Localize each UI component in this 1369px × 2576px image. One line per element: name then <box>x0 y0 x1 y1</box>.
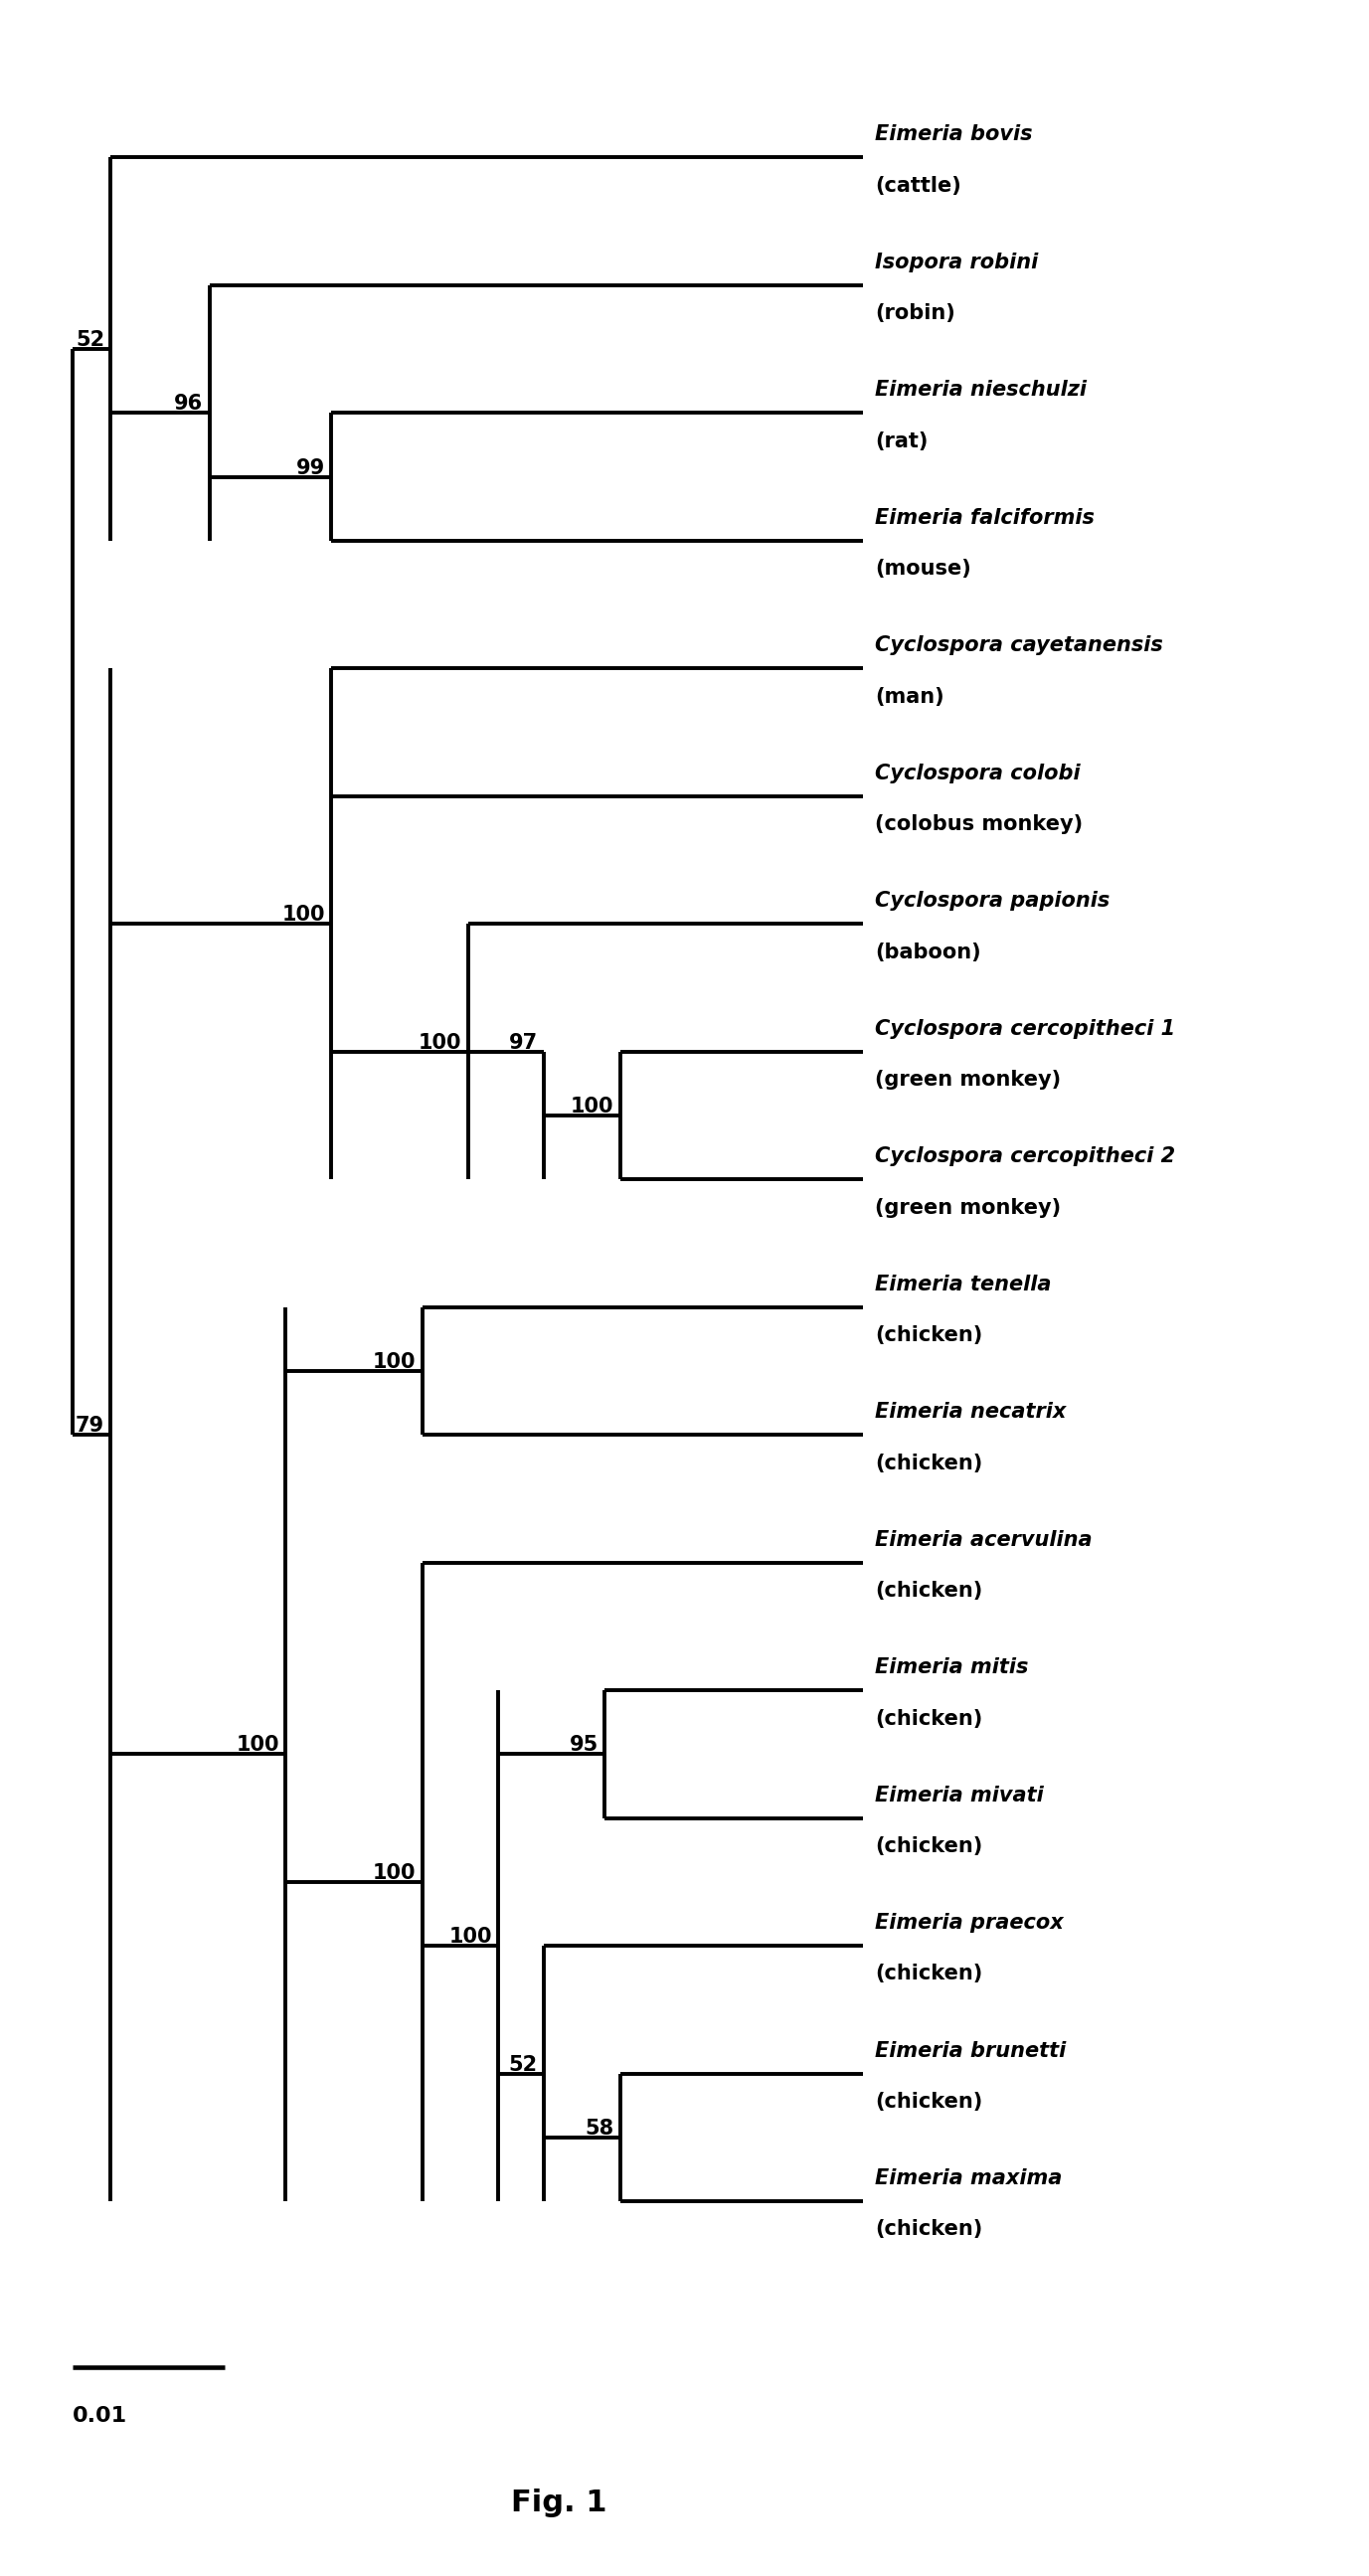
Text: Cyclospora cercopitheci 1: Cyclospora cercopitheci 1 <box>875 1018 1176 1038</box>
Text: Isopora robini: Isopora robini <box>875 252 1039 273</box>
Text: Eimeria brunetti: Eimeria brunetti <box>875 2040 1066 2061</box>
Text: 96: 96 <box>174 394 204 415</box>
Text: Eimeria falciformis: Eimeria falciformis <box>875 507 1095 528</box>
Text: 99: 99 <box>296 459 324 477</box>
Text: (chicken): (chicken) <box>875 1453 983 1473</box>
Text: Eimeria necatrix: Eimeria necatrix <box>875 1401 1066 1422</box>
Text: (cattle): (cattle) <box>875 175 961 196</box>
Text: Cyclospora papionis: Cyclospora papionis <box>875 891 1110 912</box>
Text: 58: 58 <box>585 2117 613 2138</box>
Text: 100: 100 <box>372 1352 416 1373</box>
Text: 100: 100 <box>419 1033 461 1054</box>
Text: 100: 100 <box>235 1736 279 1754</box>
Text: 100: 100 <box>282 904 324 925</box>
Text: 0.01: 0.01 <box>73 2406 127 2427</box>
Text: 100: 100 <box>372 1862 416 1883</box>
Text: (chicken): (chicken) <box>875 2221 983 2239</box>
Text: Eimeria mivati: Eimeria mivati <box>875 1785 1045 1806</box>
Text: 95: 95 <box>570 1736 598 1754</box>
Text: 97: 97 <box>509 1033 538 1054</box>
Text: (chicken): (chicken) <box>875 1582 983 1600</box>
Text: 100: 100 <box>449 1927 493 1947</box>
Text: (man): (man) <box>875 688 945 706</box>
Text: 52: 52 <box>509 2056 538 2074</box>
Text: (green monkey): (green monkey) <box>875 1069 1061 1090</box>
Text: (chicken): (chicken) <box>875 1708 983 1728</box>
Text: (chicken): (chicken) <box>875 1837 983 1857</box>
Text: 52: 52 <box>75 330 104 350</box>
Text: Fig. 1: Fig. 1 <box>511 2488 606 2517</box>
Text: (mouse): (mouse) <box>875 559 972 580</box>
Text: Eimeria bovis: Eimeria bovis <box>875 124 1032 144</box>
Text: (chicken): (chicken) <box>875 1324 983 1345</box>
Text: (chicken): (chicken) <box>875 2092 983 2112</box>
Text: (green monkey): (green monkey) <box>875 1198 1061 1218</box>
Text: Eimeria praecox: Eimeria praecox <box>875 1914 1064 1932</box>
Text: (baboon): (baboon) <box>875 943 982 961</box>
Text: Eimeria maxima: Eimeria maxima <box>875 2169 1062 2190</box>
Text: Cyclospora colobi: Cyclospora colobi <box>875 762 1080 783</box>
Text: 100: 100 <box>571 1097 613 1115</box>
Text: (robin): (robin) <box>875 304 956 322</box>
Text: 79: 79 <box>75 1417 104 1435</box>
Text: Eimeria tenella: Eimeria tenella <box>875 1275 1051 1293</box>
Text: (colobus monkey): (colobus monkey) <box>875 814 1083 835</box>
Text: Eimeria mitis: Eimeria mitis <box>875 1656 1028 1677</box>
Text: Cyclospora cercopitheci 2: Cyclospora cercopitheci 2 <box>875 1146 1176 1167</box>
Text: Eimeria acervulina: Eimeria acervulina <box>875 1530 1092 1551</box>
Text: Cyclospora cayetanensis: Cyclospora cayetanensis <box>875 636 1164 654</box>
Text: (rat): (rat) <box>875 430 928 451</box>
Text: (chicken): (chicken) <box>875 1963 983 1984</box>
Text: Eimeria nieschulzi: Eimeria nieschulzi <box>875 381 1087 399</box>
